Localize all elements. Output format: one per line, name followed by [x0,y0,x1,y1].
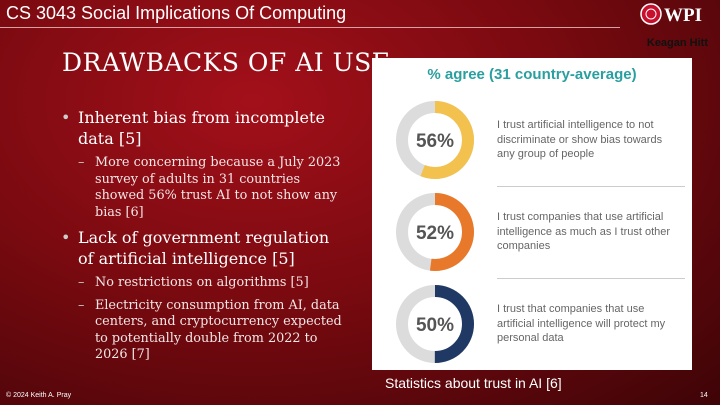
figure-row: 52% I trust companies that use artificial… [372,186,692,278]
course-title: CS 3043 Social Implications Of Computing [6,3,347,23]
donut: 52% [396,193,474,271]
donut-arc [396,101,474,179]
sub-bullet: No restrictions on algorithms [5] [58,275,348,292]
donut: 56% [396,101,474,179]
item-text: I trust that companies that use artifici… [497,303,666,344]
figure-title: % agree (31 country-average) [427,66,637,83]
logo-text: WPI [664,5,702,26]
bullet: Lack of government regulation of artific… [58,227,348,269]
copyright: © 2024 Keith A. Pray [6,392,72,399]
separator [497,278,685,279]
donut-label: 52% [416,223,454,244]
sub-bullet: More concerning because a July 2023 surv… [58,155,348,221]
sub-bullet: Electricity consumption from AI, data ce… [58,298,348,364]
separator [497,186,685,187]
logo: WPI [640,3,702,26]
bullet-list: Inherent bias from incomplete data [5] Mo… [58,107,348,370]
item-text: I trust artificial intelligence to not d… [497,119,663,160]
header-rule [0,27,620,28]
author: Keagan Hitt [646,37,708,49]
figure-panel: % agree (31 country-average) 56% I trust … [372,58,692,370]
figure-caption: Statistics about trust in AI [6] [385,375,562,391]
donut: 50% [396,285,474,363]
donut-label: 50% [416,315,454,336]
figure-row: 56% I trust artificial intelligence to no… [372,94,692,186]
page-number: 14 [700,392,708,399]
bullet: Inherent bias from incomplete data [5] [58,107,348,149]
donut-arc [396,193,474,271]
donut-label: 56% [416,131,454,152]
donut-arc [396,285,474,363]
slide-title: DRAWBACKS OF AI USE [62,48,391,77]
item-text: I trust companies that use artificial in… [497,211,671,252]
figure-row: 50% I trust that companies that use artif… [372,278,692,370]
